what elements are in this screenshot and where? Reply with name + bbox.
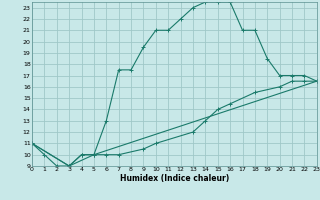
X-axis label: Humidex (Indice chaleur): Humidex (Indice chaleur) [120, 174, 229, 183]
